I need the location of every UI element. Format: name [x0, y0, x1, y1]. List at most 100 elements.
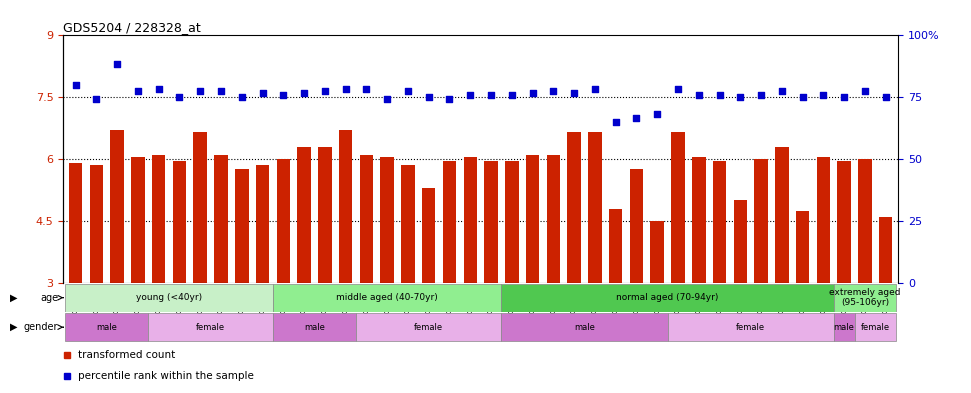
- Bar: [151, 155, 165, 283]
- Bar: [505, 161, 519, 283]
- Point: [254, 90, 270, 96]
- Point: [130, 88, 146, 94]
- Text: normal aged (70-94yr): normal aged (70-94yr): [617, 293, 719, 302]
- Point: [795, 94, 811, 101]
- Bar: [359, 155, 373, 283]
- Point: [691, 92, 707, 98]
- Bar: [235, 169, 249, 283]
- Point: [857, 88, 873, 94]
- Bar: [817, 157, 830, 283]
- Bar: [89, 165, 103, 283]
- Bar: [356, 313, 501, 341]
- Bar: [131, 157, 145, 283]
- Text: female: female: [415, 323, 444, 332]
- Point: [587, 86, 603, 92]
- Point: [462, 92, 478, 98]
- Bar: [501, 284, 834, 312]
- Point: [110, 61, 125, 68]
- Bar: [651, 221, 664, 283]
- Point: [192, 88, 208, 94]
- Bar: [277, 159, 290, 283]
- Bar: [588, 132, 602, 283]
- Bar: [339, 130, 352, 283]
- Bar: [609, 209, 622, 283]
- Point: [816, 92, 831, 98]
- Text: gender: gender: [23, 322, 58, 332]
- Bar: [754, 159, 768, 283]
- Text: young (<40yr): young (<40yr): [136, 293, 202, 302]
- Point: [68, 82, 84, 88]
- Point: [608, 119, 623, 125]
- Bar: [381, 157, 394, 283]
- Bar: [215, 155, 228, 283]
- Point: [546, 88, 561, 94]
- Bar: [273, 284, 501, 312]
- Bar: [65, 313, 149, 341]
- Point: [484, 92, 499, 98]
- Bar: [501, 313, 668, 341]
- Point: [670, 86, 686, 92]
- Point: [628, 115, 644, 121]
- Bar: [733, 200, 747, 283]
- Text: male: male: [574, 323, 595, 332]
- Bar: [854, 313, 896, 341]
- Point: [214, 88, 229, 94]
- Point: [88, 96, 104, 103]
- Bar: [796, 211, 810, 283]
- Text: female: female: [196, 323, 225, 332]
- Point: [442, 96, 457, 103]
- Bar: [668, 313, 834, 341]
- Point: [774, 88, 789, 94]
- Bar: [547, 155, 560, 283]
- Bar: [255, 165, 269, 283]
- Point: [234, 94, 250, 101]
- Text: transformed count: transformed count: [78, 350, 176, 360]
- Bar: [834, 313, 854, 341]
- Bar: [443, 161, 456, 283]
- Point: [318, 88, 333, 94]
- Bar: [149, 313, 273, 341]
- Bar: [485, 161, 498, 283]
- Bar: [463, 157, 477, 283]
- Point: [524, 90, 540, 96]
- Text: ▶: ▶: [10, 293, 17, 303]
- Point: [400, 88, 416, 94]
- Point: [421, 94, 437, 101]
- Point: [296, 90, 312, 96]
- Point: [358, 86, 374, 92]
- Bar: [273, 313, 356, 341]
- Bar: [837, 161, 851, 283]
- Bar: [401, 165, 415, 283]
- Point: [504, 92, 519, 98]
- Point: [566, 90, 582, 96]
- Point: [878, 94, 893, 101]
- Bar: [526, 155, 539, 283]
- Bar: [173, 161, 186, 283]
- Text: ▶: ▶: [10, 322, 17, 332]
- Point: [650, 111, 665, 117]
- Point: [151, 86, 166, 92]
- Bar: [775, 147, 788, 283]
- Text: percentile rank within the sample: percentile rank within the sample: [78, 371, 254, 381]
- Text: male: male: [834, 323, 854, 332]
- Text: female: female: [736, 323, 765, 332]
- Bar: [65, 284, 273, 312]
- Point: [732, 94, 748, 101]
- Bar: [69, 163, 83, 283]
- Text: GDS5204 / 228328_at: GDS5204 / 228328_at: [63, 21, 201, 34]
- Text: age: age: [40, 293, 58, 303]
- Bar: [297, 147, 311, 283]
- Bar: [713, 161, 726, 283]
- Bar: [629, 169, 643, 283]
- Bar: [318, 147, 332, 283]
- Bar: [111, 130, 124, 283]
- Point: [753, 92, 769, 98]
- Bar: [858, 159, 872, 283]
- Bar: [671, 132, 685, 283]
- Point: [380, 96, 395, 103]
- Bar: [422, 188, 435, 283]
- Text: male: male: [304, 323, 325, 332]
- Text: middle aged (40-70yr): middle aged (40-70yr): [336, 293, 438, 302]
- Point: [172, 94, 187, 101]
- Point: [836, 94, 852, 101]
